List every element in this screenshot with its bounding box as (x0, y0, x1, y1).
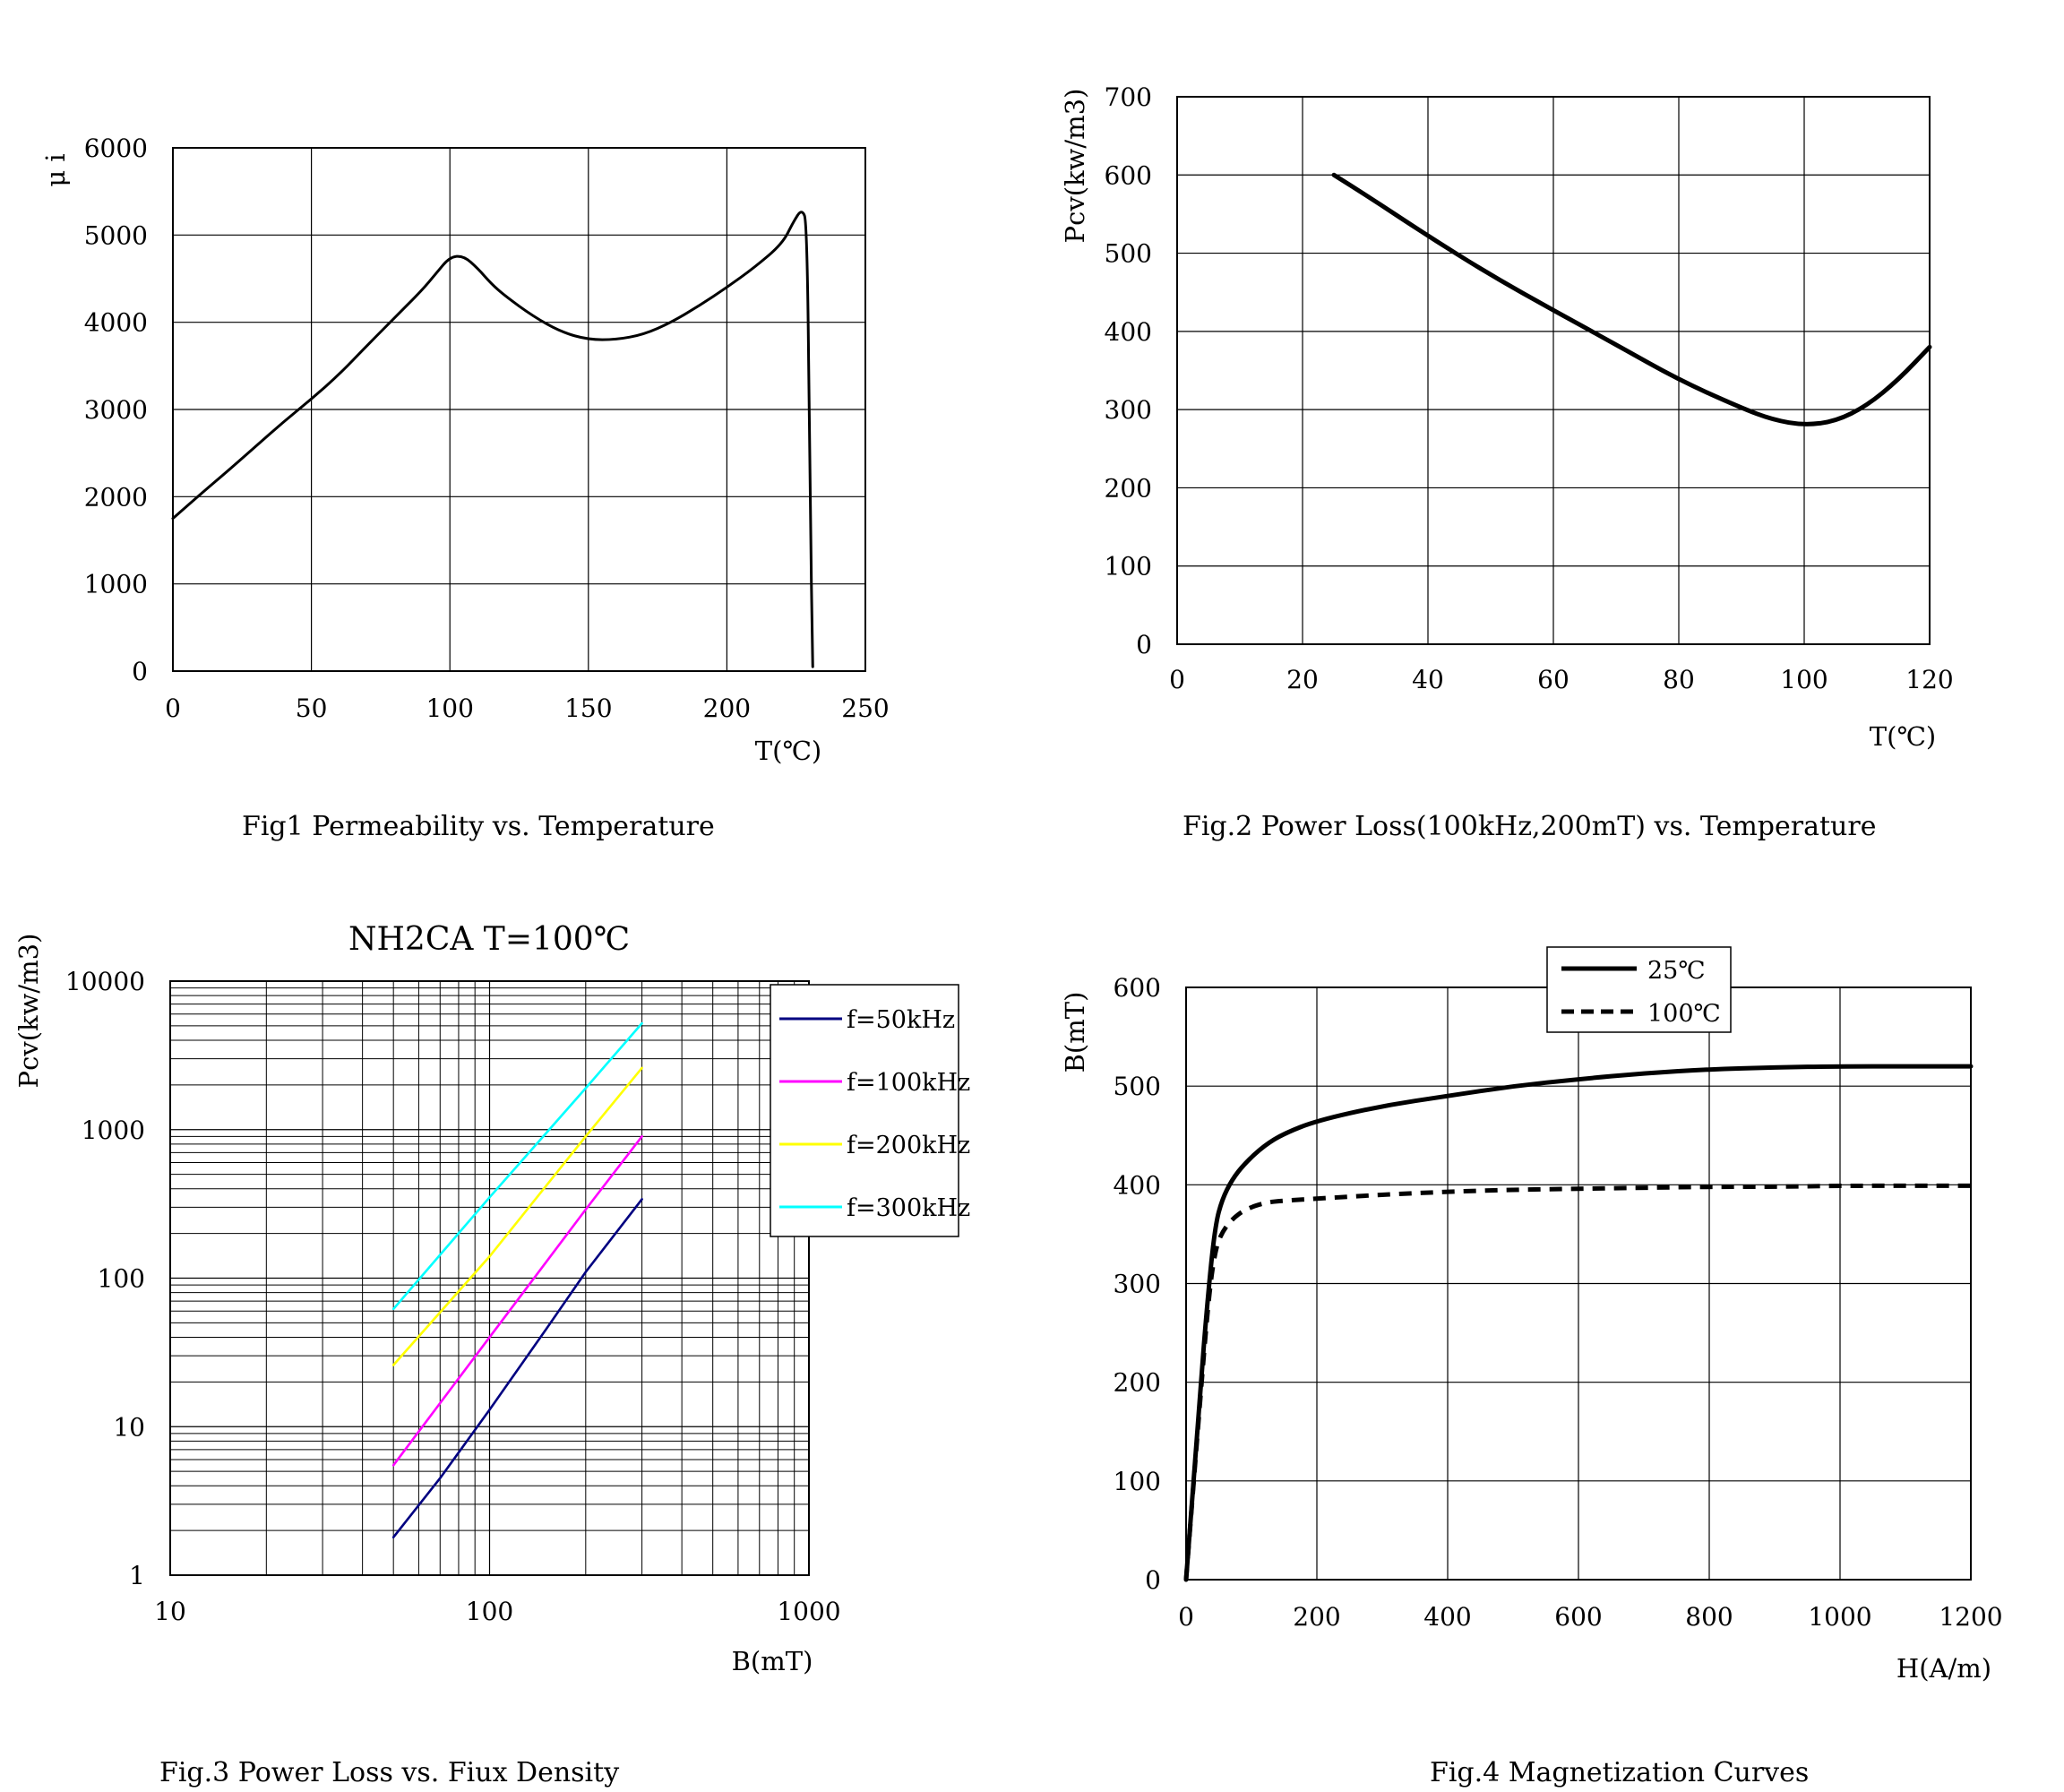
x-tick-label: 50 (296, 694, 328, 723)
y-tick-label: 0 (1145, 1565, 1161, 1595)
y-axis-label: Pcv(kw/m3) (13, 934, 44, 1089)
x-axis-label: T(℃) (755, 736, 821, 766)
series-line-fig3-2 (391, 1066, 643, 1366)
y-tick-label: 1000 (84, 570, 148, 599)
x-tick-label: 600 (1554, 1602, 1602, 1632)
figure-caption: Fig1 Permeability vs. Temperature (242, 811, 715, 842)
fig4-gridlines (1185, 986, 1972, 1581)
y-tick-label: 100 (1114, 1467, 1161, 1496)
series-line-fig3-1 (391, 1135, 643, 1467)
y-tick-label: 400 (1105, 317, 1152, 347)
y-tick-label: 10 (113, 1412, 145, 1442)
fig1-chart: 0 50 100 150 200 250 0 1000 2000 3000 4000 5000 6000… (40, 134, 890, 842)
x-tick-label: 100 (426, 694, 473, 723)
y-tick-label: 3000 (84, 395, 148, 425)
y-tick-label: 300 (1105, 395, 1152, 425)
legend: 25℃ 100℃ (1546, 946, 1732, 1033)
x-tick-label: 120 (1905, 665, 1953, 694)
series-line-fig1-0 (171, 211, 814, 668)
fig2-gridlines (1176, 96, 1931, 645)
y-tick-label: 2000 (84, 482, 148, 512)
y-tick-label: 500 (1105, 239, 1152, 269)
fig3-chart: 10 100 1000 1 10 100 1000 10000 B(mT) Pcv(kw/m3) N… (13, 921, 970, 1788)
y-tick-label: 300 (1114, 1270, 1161, 1299)
x-axis-label: H(A/m) (1896, 1653, 1991, 1684)
y-tick-label: 100 (98, 1264, 145, 1294)
x-tick-label: 1000 (777, 1597, 840, 1626)
legend-label: f=300kHz (847, 1194, 970, 1222)
fig2-plot-frame (1176, 96, 1931, 645)
y-tick-label: 200 (1105, 473, 1152, 503)
series-line-fig2-0 (1331, 172, 1932, 426)
x-tick-label: 200 (703, 694, 751, 723)
y-tick-label: 600 (1114, 973, 1161, 1003)
fig3-gridlines (169, 981, 809, 1576)
x-tick-label: 100 (466, 1597, 513, 1626)
legend-box (1546, 946, 1732, 1033)
y-tick-label: 400 (1114, 1170, 1161, 1200)
series-line-fig4-0 (1183, 1064, 1974, 1582)
legend-label: f=50kHz (847, 1006, 955, 1034)
x-tick-label: 60 (1537, 665, 1570, 694)
y-tick-label: 4000 (84, 308, 148, 338)
x-tick-label: 250 (841, 694, 889, 723)
y-tick-label: 6000 (84, 134, 148, 163)
y-tick-label: 10000 (65, 967, 145, 996)
x-tick-label: 200 (1293, 1602, 1340, 1632)
x-tick-label: 80 (1663, 665, 1695, 694)
chart-title: NH2CA T=100℃ (348, 921, 630, 958)
x-tick-label: 0 (1178, 1602, 1194, 1632)
y-tick-label: 0 (1136, 630, 1152, 659)
series-line-fig3-3 (391, 1021, 643, 1311)
x-tick-label: 150 (564, 694, 612, 723)
y-tick-label: 0 (132, 657, 148, 686)
figure-caption: Fig.4 Magnetization Curves (1430, 1757, 1809, 1788)
y-tick-label: 600 (1105, 160, 1152, 190)
figure-caption: Fig.3 Power Loss vs. Fiux Density (159, 1757, 619, 1788)
x-tick-label: 1200 (1939, 1602, 2002, 1632)
y-tick-label: 500 (1114, 1072, 1161, 1101)
legend-label: f=200kHz (847, 1132, 970, 1159)
fig1-gridlines (172, 147, 866, 672)
figure-caption: Fig.2 Power Loss(100kHz,200mT) vs. Tempe… (1182, 811, 1876, 842)
y-tick-label: 100 (1105, 552, 1152, 582)
fig4-chart: 0 200 400 600 800 1000 1200 0 100 200 300 400 500 600… (1060, 946, 2003, 1788)
y-tick-label: 1 (129, 1561, 145, 1590)
fig3-plot-frame (169, 980, 810, 1576)
x-tick-label: 40 (1412, 665, 1444, 694)
x-tick-label: 400 (1423, 1602, 1471, 1632)
y-tick-label: 1000 (82, 1116, 145, 1145)
legend-label: 25℃ (1647, 957, 1706, 985)
x-tick-label: 0 (165, 694, 181, 723)
y-tick-label: 200 (1114, 1368, 1161, 1398)
series-line-fig3-0 (391, 1198, 643, 1538)
x-axis-label: T(℃) (1870, 721, 1936, 752)
legend-box (770, 984, 959, 1237)
fig2-chart: 0 20 40 60 80 100 120 0 100 200 300 400 500 600 700 T(℃… (1060, 82, 1954, 842)
x-tick-label: 1000 (1808, 1602, 1871, 1632)
x-tick-label: 0 (1169, 665, 1185, 694)
legend-label: 100℃ (1647, 1000, 1721, 1028)
x-axis-label: B(mT) (732, 1646, 813, 1676)
y-axis-label: Pcv(kw/m3) (1060, 89, 1090, 244)
x-tick-label: 10 (154, 1597, 186, 1626)
x-tick-label: 20 (1286, 665, 1319, 694)
y-tick-label: 700 (1105, 82, 1152, 112)
y-tick-label: 5000 (84, 220, 148, 250)
x-tick-label: 800 (1685, 1602, 1733, 1632)
legend: f=50kHz f=100kHz f=200kHz f=300kHz (770, 984, 970, 1237)
x-tick-label: 100 (1780, 665, 1828, 694)
fig1-plot-frame (172, 147, 866, 672)
legend-label: f=100kHz (847, 1069, 970, 1097)
y-axis-label: μ i (40, 153, 71, 186)
y-axis-label: B(mT) (1060, 992, 1090, 1073)
